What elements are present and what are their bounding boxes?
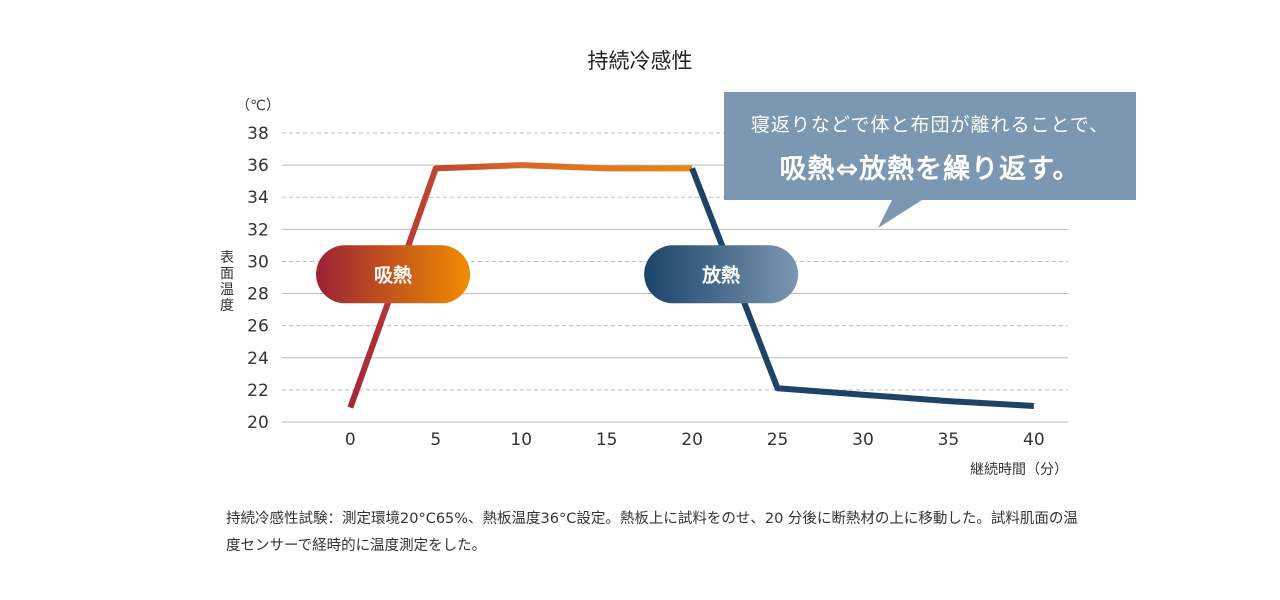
x-tick-15: 15 bbox=[596, 430, 618, 450]
x-tick-25: 25 bbox=[767, 430, 789, 450]
y-tick-26: 26 bbox=[247, 317, 269, 337]
series-line-cooling bbox=[689, 167, 1034, 409]
x-tick-5: 5 bbox=[430, 430, 441, 450]
y-tick-32: 32 bbox=[247, 220, 269, 240]
y-tick-22: 22 bbox=[247, 381, 269, 401]
y-tick-28: 28 bbox=[247, 285, 269, 305]
y-tick-24: 24 bbox=[247, 349, 269, 369]
x-tick-35: 35 bbox=[938, 430, 960, 450]
x-tick-labels: 0 5 10 15 20 25 30 35 40 bbox=[345, 430, 1045, 450]
y-axis-label: 表面温度 bbox=[220, 250, 234, 314]
y-tick-20: 20 bbox=[247, 413, 269, 433]
pill-release-label: 放熱 bbox=[701, 263, 740, 286]
pill-absorb-label: 吸熱 bbox=[374, 263, 412, 286]
y-tick-36: 36 bbox=[247, 156, 269, 176]
test-note: 持続冷感性試験：測定環境20°C65%、熱板温度36°C設定。熱板上に試料をのせ… bbox=[226, 511, 1078, 554]
callout-line-1: 寝返りなどで体と布団が離れることで、 bbox=[750, 114, 1110, 136]
series-line-heating bbox=[347, 162, 693, 409]
y-tick-labels: 20 22 24 26 28 30 32 34 36 38 bbox=[247, 124, 269, 433]
series-line bbox=[347, 162, 1034, 409]
y-tick-38: 38 bbox=[247, 124, 269, 144]
y-axis-unit: （℃） bbox=[236, 98, 280, 114]
pill-release-bg bbox=[644, 245, 799, 304]
y-tick-34: 34 bbox=[247, 188, 269, 208]
x-tick-10: 10 bbox=[510, 430, 532, 450]
chart-title: 持続冷感性 bbox=[588, 49, 693, 73]
x-axis-label: 継続時間（分） bbox=[970, 461, 1068, 478]
x-tick-20: 20 bbox=[681, 430, 703, 450]
pill-release: 放熱 bbox=[644, 245, 799, 304]
x-tick-0: 0 bbox=[345, 430, 356, 450]
callout-pointer bbox=[878, 200, 922, 228]
x-tick-30: 30 bbox=[852, 430, 874, 450]
callout-box: 寝返りなどで体と布団が離れることで、 吸熱⇔放熱を繰り返す。 bbox=[724, 92, 1136, 200]
y-tick-30: 30 bbox=[247, 252, 269, 272]
x-tick-40: 40 bbox=[1023, 430, 1045, 450]
pill-absorb-bg bbox=[316, 245, 471, 304]
callout-line-2: 吸熱⇔放熱を繰り返す。 bbox=[779, 154, 1081, 185]
pill-absorb: 吸熱 bbox=[316, 245, 471, 304]
annotations: 吸熱 放熱 bbox=[316, 245, 799, 304]
